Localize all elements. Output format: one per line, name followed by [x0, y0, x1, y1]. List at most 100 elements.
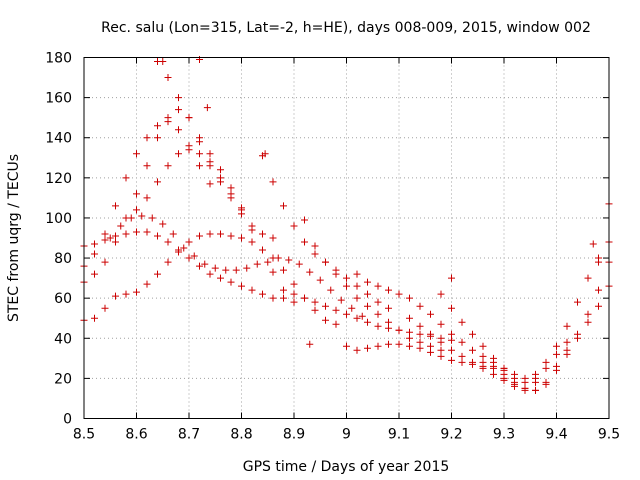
data-point	[395, 340, 403, 348]
x-tick-label: 8.9	[283, 427, 305, 443]
data-point	[143, 162, 151, 170]
data-point	[269, 294, 277, 302]
x-tick-label: 9.3	[493, 427, 515, 443]
data-point	[532, 386, 539, 394]
data-point	[217, 178, 224, 186]
data-point	[180, 244, 188, 252]
data-point	[133, 150, 140, 158]
data-point	[148, 214, 156, 222]
data-point	[553, 350, 560, 358]
data-point	[343, 310, 350, 318]
data-point	[301, 216, 308, 224]
data-point	[322, 302, 329, 310]
x-tick-label: 8.6	[125, 427, 147, 443]
data-point	[274, 254, 282, 262]
data-point	[311, 250, 319, 258]
data-point	[164, 118, 172, 126]
data-point	[469, 358, 476, 366]
data-point	[563, 322, 571, 330]
data-point	[290, 290, 298, 298]
y-tick-label: 120	[45, 171, 72, 187]
data-point	[595, 302, 602, 310]
data-point	[385, 286, 392, 294]
data-point	[437, 352, 445, 360]
data-point	[479, 352, 487, 360]
data-point	[448, 356, 455, 364]
data-point	[101, 258, 109, 266]
series-arc-g	[133, 146, 277, 242]
data-point	[248, 286, 256, 294]
data-point	[175, 126, 182, 134]
data-point	[154, 178, 161, 186]
data-point	[563, 350, 571, 358]
series-arc-h	[259, 152, 392, 312]
data-point	[343, 282, 350, 290]
data-point	[353, 282, 361, 290]
y-tick-label: 140	[45, 131, 72, 147]
data-point	[448, 274, 455, 282]
data-point	[217, 166, 224, 174]
data-point	[416, 338, 424, 346]
data-point	[295, 260, 303, 268]
data-point	[133, 228, 140, 236]
data-point	[532, 370, 539, 378]
data-point	[406, 294, 413, 302]
data-point	[185, 254, 193, 262]
data-point	[353, 314, 361, 322]
data-point	[353, 294, 361, 302]
data-point	[91, 314, 98, 322]
data-point	[332, 306, 340, 314]
x-tick-label: 9.5	[598, 427, 620, 443]
data-point	[374, 282, 382, 290]
data-point	[91, 240, 98, 248]
x-tick-label: 8.5	[73, 427, 95, 443]
data-point	[243, 264, 251, 272]
data-point	[206, 150, 214, 158]
data-point	[196, 262, 203, 270]
data-point	[154, 134, 161, 142]
data-point	[332, 270, 340, 278]
data-point	[201, 260, 209, 268]
data-point	[306, 340, 314, 348]
data-point	[290, 222, 298, 230]
axis-ticks	[83, 57, 610, 419]
data-point	[217, 274, 224, 282]
data-point	[227, 194, 235, 202]
data-point	[190, 252, 198, 260]
data-point	[385, 318, 392, 326]
data-point	[91, 250, 98, 258]
data-point	[238, 210, 245, 218]
data-point	[395, 326, 403, 334]
data-point	[595, 258, 602, 266]
data-point	[261, 150, 269, 158]
data-point	[448, 336, 455, 344]
series-arc-l	[353, 270, 539, 386]
data-point	[196, 232, 203, 240]
data-point	[437, 338, 445, 346]
data-point	[185, 114, 193, 122]
data-point	[327, 286, 335, 294]
data-point	[358, 312, 366, 320]
data-point	[416, 344, 424, 352]
data-point	[479, 364, 487, 372]
data-point	[101, 230, 109, 238]
data-point	[437, 320, 445, 328]
data-point	[203, 104, 211, 112]
data-point	[353, 270, 361, 278]
data-point	[269, 178, 277, 186]
data-point	[211, 264, 219, 272]
y-tick-label: 80	[54, 251, 72, 267]
data-point	[490, 370, 497, 378]
data-point	[469, 346, 476, 354]
data-point	[448, 346, 455, 354]
grid-layer	[84, 57, 609, 419]
data-point	[301, 294, 308, 302]
y-tick-label: 100	[45, 211, 72, 227]
data-point	[437, 346, 445, 354]
data-point	[122, 230, 130, 238]
x-tick-label: 9	[342, 427, 351, 443]
data-point	[133, 206, 140, 214]
data-point	[133, 288, 140, 296]
data-point	[500, 374, 508, 382]
data-point	[122, 174, 130, 182]
